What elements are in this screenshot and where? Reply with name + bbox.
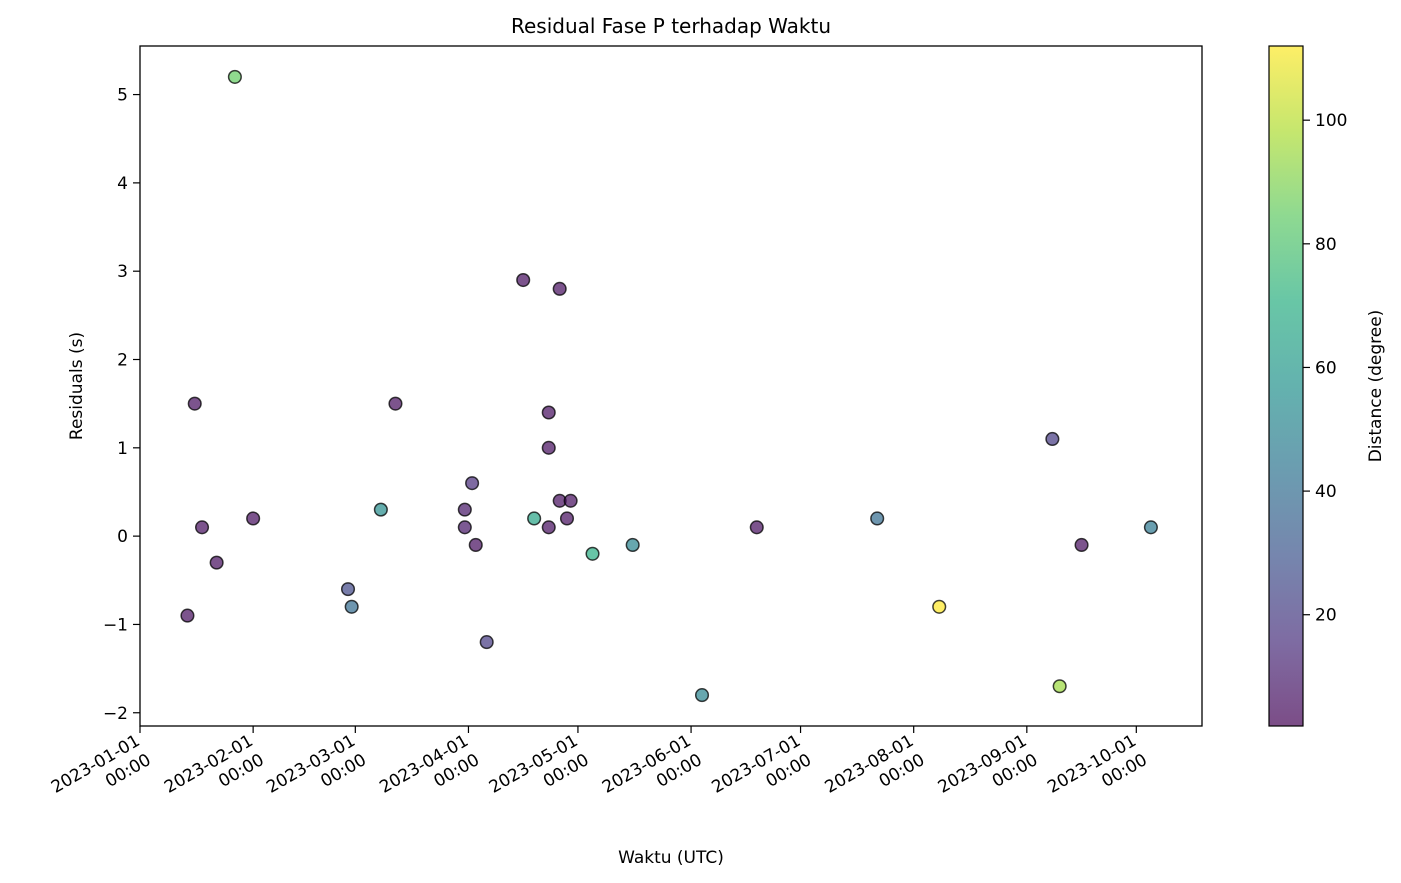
data-point	[187, 396, 202, 411]
y-tick-label: 2	[117, 351, 128, 371]
data-point	[194, 520, 210, 535]
data-point	[541, 520, 556, 535]
data-point	[246, 511, 261, 526]
data-point	[749, 520, 764, 535]
data-point	[559, 511, 575, 526]
colorbar-gradient	[1269, 46, 1303, 726]
data-point	[209, 555, 224, 570]
y-tick-label: −1	[103, 615, 128, 635]
y-tick-label: 5	[117, 86, 128, 106]
data-point	[388, 396, 403, 411]
y-tick-label: 4	[117, 174, 128, 194]
data-point	[585, 546, 600, 561]
colorbar-tick-label: 100	[1315, 111, 1347, 131]
x-tick-label: 2023-06-0100:00	[599, 731, 706, 817]
data-point	[465, 476, 480, 491]
data-point	[479, 635, 494, 650]
x-tick-label: 2023-02-0100:00	[161, 731, 268, 817]
colorbar-tick-label: 80	[1315, 235, 1337, 255]
y-tick-label: 0	[117, 527, 128, 547]
data-point	[932, 599, 947, 614]
colorbar-frame	[1268, 45, 1304, 727]
plot-frame	[139, 45, 1203, 727]
data-point	[541, 405, 556, 420]
chart-title: Residual Fase P terhadap Waktu	[511, 14, 831, 38]
data-point	[468, 537, 483, 553]
x-tick-label: 2023-04-0100:00	[376, 731, 483, 817]
data-point	[457, 502, 472, 517]
data-point	[457, 520, 472, 535]
data-point	[227, 69, 242, 84]
data-point	[1074, 537, 1089, 553]
colorbar-title: Distance (degree)	[1366, 310, 1386, 463]
data-point	[541, 440, 556, 455]
data-point	[527, 511, 542, 526]
x-tick-label: 2023-09-0100:00	[935, 731, 1042, 817]
data-point	[1143, 520, 1158, 535]
colorbar-tick-label: 60	[1315, 358, 1337, 378]
data-point	[563, 493, 578, 508]
y-axis: −2 −1 0 1 2 3 4 5	[103, 86, 140, 724]
x-tick-label: 2023-08-0100:00	[822, 731, 929, 817]
points-layer	[180, 69, 1158, 703]
y-tick-label: −2	[103, 704, 128, 724]
x-tick-label: 2023-01-0100:00	[48, 731, 155, 817]
colorbar: 20 40 60 80 100 Distance (degree)	[1268, 45, 1386, 727]
x-axis: 2023-01-0100:00 2023-02-0100:002023-03-01…	[48, 726, 1151, 817]
data-point	[516, 272, 531, 288]
y-axis-title: Residuals (s)	[67, 332, 87, 440]
y-tick-label: 1	[117, 439, 128, 459]
data-point	[552, 281, 567, 296]
colorbar-tick-label: 20	[1315, 606, 1337, 626]
x-tick-label: 2023-10-0100:00	[1044, 731, 1151, 817]
x-axis-title: Waktu (UTC)	[618, 848, 724, 868]
data-point	[373, 502, 388, 517]
data-point	[870, 511, 885, 526]
x-tick-label: 2023-05-0100:00	[486, 731, 593, 817]
data-point	[344, 599, 359, 614]
data-point	[180, 608, 195, 623]
data-point	[1052, 679, 1067, 694]
colorbar-tick-label: 40	[1315, 482, 1337, 502]
colorbar-ticks: 20 40 60 80 100	[1303, 111, 1347, 626]
data-point	[694, 688, 710, 703]
y-tick-label: 3	[117, 262, 128, 282]
data-point	[625, 537, 640, 553]
x-tick-label: 2023-03-0100:00	[263, 731, 370, 817]
x-tick-label: 2023-07-0100:00	[708, 731, 815, 817]
data-point	[340, 582, 356, 597]
data-point	[1045, 431, 1060, 447]
